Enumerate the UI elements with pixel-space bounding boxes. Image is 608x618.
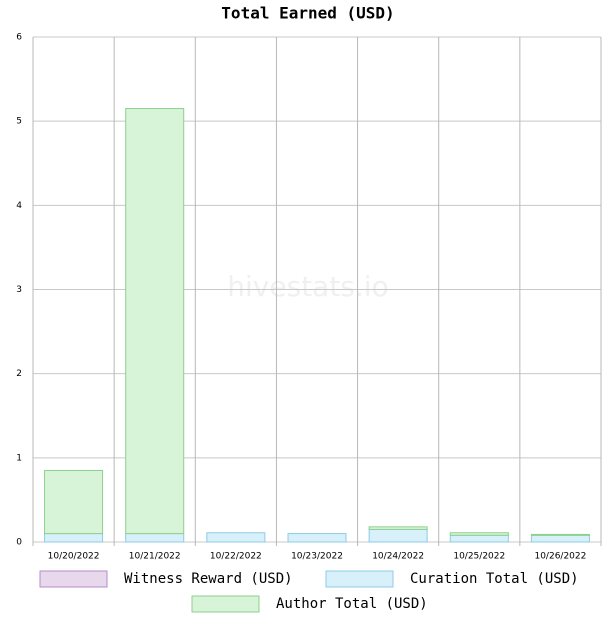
legend-label: Author Total (USD) (276, 596, 428, 612)
bar-segment (44, 533, 104, 543)
legend-label: Curation Total (USD) (410, 571, 579, 587)
x-tick-label: 10/24/2022 (372, 552, 424, 562)
bar-segment (530, 534, 590, 543)
x-tick-label: 10/20/2022 (48, 552, 100, 562)
bar-segment (449, 532, 509, 536)
y-tick-label: 2 (16, 369, 22, 379)
x-tick-label: 10/26/2022 (534, 552, 586, 562)
bar-segment (206, 532, 266, 543)
x-tick-label: 10/25/2022 (453, 552, 505, 562)
bar-segment (125, 533, 185, 543)
y-tick-label: 5 (16, 117, 22, 127)
y-tick-label: 6 (16, 33, 22, 43)
legend-swatch (325, 570, 394, 588)
y-tick-label: 3 (16, 285, 22, 295)
bar-segment (530, 533, 590, 536)
bar-segment (44, 469, 104, 535)
bar-segment (368, 526, 428, 530)
y-tick-label: 1 (16, 453, 22, 463)
bar-segment (287, 533, 347, 543)
legend-swatch (39, 570, 108, 588)
x-tick-label: 10/23/2022 (291, 552, 343, 562)
legend-swatch (191, 595, 260, 613)
bar-segment (449, 534, 509, 543)
legend-label: Witness Reward (USD) (124, 571, 293, 587)
y-tick-label: 0 (16, 538, 22, 548)
chart-title: Total Earned (USD) (221, 4, 394, 23)
y-tick-label: 4 (16, 201, 22, 211)
x-tick-label: 10/21/2022 (129, 552, 181, 562)
watermark: hivestats.io (227, 270, 388, 303)
bar-segment (125, 108, 185, 535)
bar-segment (368, 528, 428, 543)
x-tick-label: 10/22/2022 (210, 552, 262, 562)
